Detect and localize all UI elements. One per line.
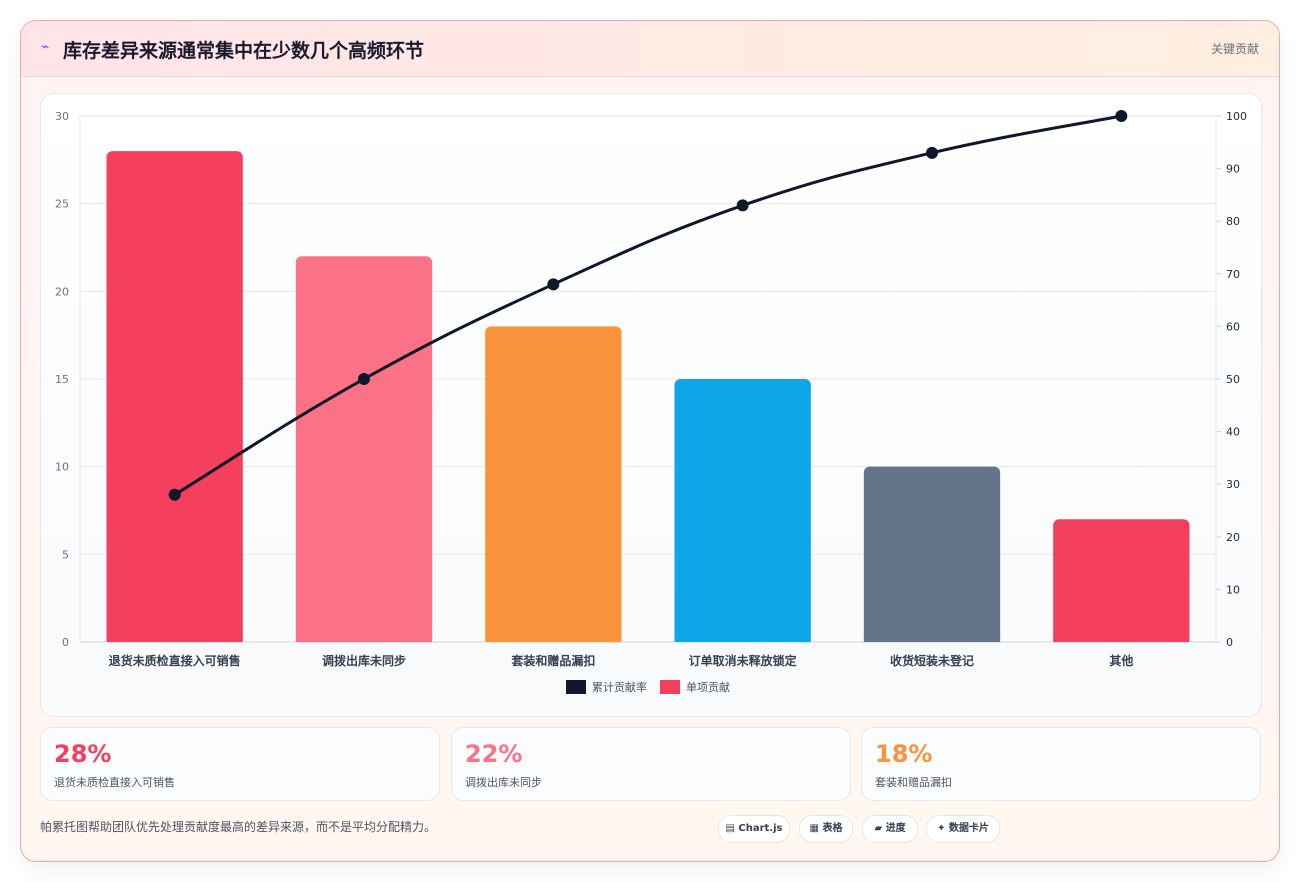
y-left-tick-label: 30 bbox=[55, 110, 69, 123]
page-title: 库存差异来源通常集中在少数几个高频环节 bbox=[63, 40, 425, 62]
y-left-tick-label: 20 bbox=[55, 285, 69, 298]
cumulative-point-3 bbox=[547, 278, 560, 291]
kpi-label: 调拨出库未同步 bbox=[465, 776, 542, 789]
bar-3 bbox=[485, 326, 622, 642]
legend-swatch bbox=[566, 680, 586, 694]
bar-base-3 bbox=[485, 636, 622, 642]
header-tag: 关键贡献 bbox=[1210, 42, 1259, 56]
y-left-tick-label: 0 bbox=[62, 636, 69, 649]
x-tick-label: 订单取消未释放锁定 bbox=[689, 653, 797, 668]
bar-5 bbox=[863, 466, 1001, 642]
kpi-label: 套装和赠品漏扣 bbox=[875, 776, 952, 789]
legend-label: 累计贡献率 bbox=[592, 680, 647, 694]
pareto-chart: 0 5 10 15 20 25 30 0 10 20 30 40 50 60 70 80 90 100 退货未质检直… bbox=[55, 110, 1247, 694]
cumulative-point-1 bbox=[168, 488, 181, 501]
y-left-tick-label: 15 bbox=[55, 373, 69, 386]
pulse-icon: ⌁ bbox=[41, 39, 50, 55]
chip-data-card[interactable]: ✦ 数据卡片 bbox=[926, 815, 1000, 843]
y-right-tick-label: 30 bbox=[1226, 478, 1240, 491]
footer-note: 帕累托图帮助团队优先处理贡献度最高的差异来源，而不是平均分配精力。 bbox=[40, 820, 437, 834]
legend-label: 单项贡献 bbox=[686, 680, 730, 694]
bar-base-1 bbox=[106, 636, 243, 642]
y-left-tick-label: 5 bbox=[62, 548, 69, 561]
cumulative-line bbox=[173, 114, 1122, 496]
bar-base-4 bbox=[674, 636, 811, 642]
y-left-tick-label: 25 bbox=[55, 198, 69, 211]
chart-container: 0 5 10 15 20 25 30 0 10 20 30 40 50 60 70 80 90 100 退货未质检直… bbox=[40, 93, 1262, 717]
bar-base-6 bbox=[1053, 636, 1190, 642]
y-right-tick-label: 20 bbox=[1226, 531, 1240, 544]
y-right-tick-label: 90 bbox=[1226, 163, 1240, 176]
cumulative-point-5 bbox=[926, 146, 938, 159]
kpi-card-3: 18% 套装和赠品漏扣 bbox=[861, 727, 1261, 801]
x-tick-label: 收货短装未登记 bbox=[890, 653, 974, 668]
bar-6 bbox=[1053, 519, 1190, 642]
y-right-tick-label: 50 bbox=[1226, 373, 1240, 386]
kpi-card-1: 28% 退货未质检直接入可销售 bbox=[40, 727, 440, 801]
kpi-value: 28% bbox=[54, 740, 112, 768]
chip-table[interactable]: ▦ 表格 bbox=[799, 815, 853, 843]
y-right-tick-label: 60 bbox=[1226, 320, 1240, 333]
kpi-value: 18% bbox=[875, 740, 933, 768]
x-tick-label: 其他 bbox=[1109, 653, 1133, 668]
y-right-tick-label: 0 bbox=[1226, 636, 1233, 649]
kpi-card-2: 22% 调拨出库未同步 bbox=[451, 727, 851, 801]
cumulative-point-6 bbox=[1115, 110, 1128, 122]
cumulative-point-2 bbox=[358, 373, 370, 385]
kpi-label: 退货未质检直接入可销售 bbox=[54, 776, 175, 789]
x-tick-label: 调拨出库未同步 bbox=[322, 653, 406, 668]
legend-swatch bbox=[660, 680, 680, 694]
bar-2 bbox=[295, 256, 433, 642]
y-left-tick-label: 10 bbox=[55, 461, 69, 474]
chip-chartjs[interactable]: ▤ Chart.js bbox=[718, 815, 790, 843]
bar-base-5 bbox=[863, 636, 1001, 642]
bar-1 bbox=[106, 151, 243, 643]
y-right-tick-label: 80 bbox=[1226, 215, 1240, 228]
y-right-tick-label: 10 bbox=[1226, 583, 1240, 596]
y-right-tick-label: 100 bbox=[1226, 110, 1247, 123]
kpi-value: 22% bbox=[465, 740, 523, 768]
bar-4 bbox=[674, 379, 811, 642]
main-card: ⌁ 库存差异来源通常集中在少数几个高频环节 关键贡献 0 5 10 15 20 25 30 0… bbox=[20, 20, 1280, 862]
bar-base-2 bbox=[295, 636, 433, 642]
cumulative-point-4 bbox=[736, 199, 749, 212]
y-right-tick-label: 70 bbox=[1226, 268, 1240, 281]
y-right-tick-label: 40 bbox=[1226, 426, 1240, 439]
chip-progress[interactable]: ▰ 进度 bbox=[862, 815, 918, 843]
x-tick-label: 退货未质检直接入可销售 bbox=[109, 653, 241, 668]
x-tick-label: 套装和赠品漏扣 bbox=[510, 653, 595, 668]
card-header: ⌁ 库存差异来源通常集中在少数几个高频环节 关键贡献 bbox=[21, 21, 1279, 77]
